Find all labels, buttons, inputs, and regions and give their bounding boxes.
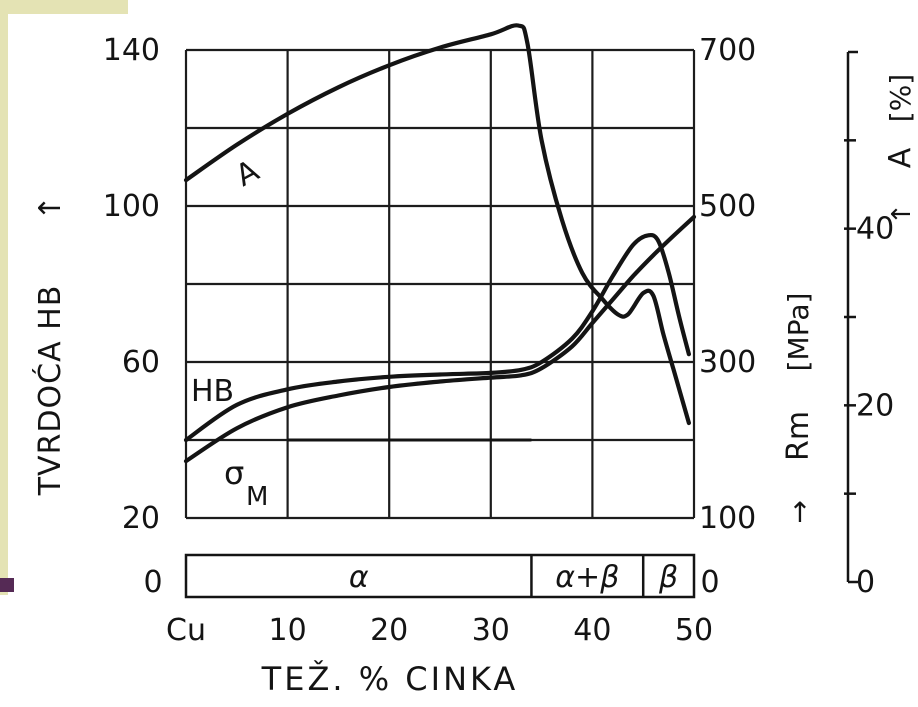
phase-bar: α α+β β [184,553,696,599]
rm-axis-arrow: ↑ [788,496,811,529]
a-axis-unit: [%] [884,74,917,122]
slide-accent-bar [0,578,14,592]
slide-background-corner [0,0,128,14]
series-lines [183,23,697,464]
y-tick-label-hardness: 100 [103,189,160,224]
rm-tick-label: 300 [699,345,756,380]
a-axis-tick-label: 40 [856,212,894,247]
a-axis-label: A [883,147,918,168]
rm-tick-label: 500 [699,189,756,224]
rm-axis-unit: [MPa] [782,293,815,372]
rm-axis-label: Rm [781,411,816,461]
slide-background-strip [0,0,8,595]
y-tick-label-hardness: 140 [103,33,160,68]
y-tick-label-hardness: 60 [122,345,160,380]
y-tick-label-hardness: 20 [122,501,160,536]
phase-label: α [349,560,369,595]
y-axis-arrow-hardness: ↑ [33,195,68,220]
series-label-sigma-sub: M [246,482,268,512]
rm-tick-label: 700 [699,33,756,68]
phase-label: β [658,560,678,595]
x-axis-label: TEŽ. % CINKA [261,660,519,698]
rm-tick-label: 100 [699,501,756,536]
x-tick-label: 30 [472,613,510,648]
a-axis-arrow: ↑ [887,203,917,225]
series-line-HB [183,232,691,443]
series-label-HB: HB [191,374,234,409]
x-tick-label: 20 [370,613,408,648]
x-tick-label: 10 [269,613,307,648]
y-axis-label-hardness: TVRDOĆA HB [31,285,68,497]
x-tick-label: 50 [675,613,713,648]
series-line-A [183,23,691,426]
series-line-σM [183,214,697,464]
series-label-sigma: σ [224,454,244,492]
phase-bar-frame [184,553,696,599]
phase-bar-right-zero: 0 [700,565,719,600]
phase-bar-left-zero: 0 [143,565,162,600]
x-tick-label: 40 [573,613,611,648]
x-tick-label: Cu [166,613,206,648]
phase-label: α+β [555,560,619,595]
a-axis-tick-label: 20 [856,388,894,423]
a-axis-tick-label: 0 [856,565,875,600]
axes: Cu 10 20 30 40 50 140 100 60 20 700 500 300 100 40 20 0 [103,33,894,648]
